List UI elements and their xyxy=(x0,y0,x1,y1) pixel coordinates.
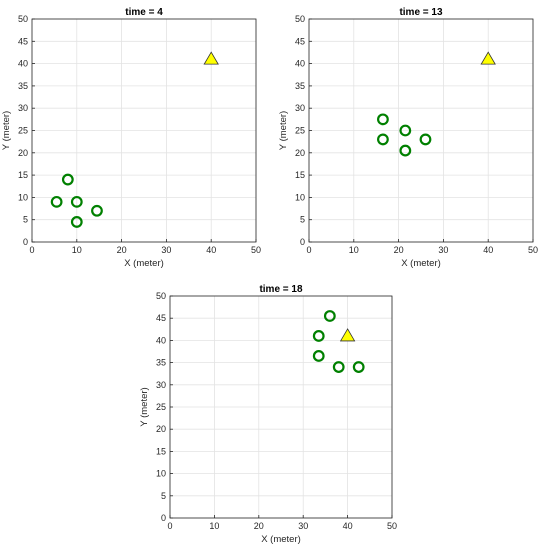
chart-2-y-tick-label-6: 30 xyxy=(156,380,166,390)
chart-2-y-tick-label-8: 40 xyxy=(156,335,166,345)
chart-0-y-tick-label-0: 0 xyxy=(23,237,28,247)
chart-2-y-tick-label-2: 10 xyxy=(156,469,166,479)
chart-1-y-tick-label-3: 15 xyxy=(295,170,305,180)
chart-0-y-tick-label-1: 5 xyxy=(23,215,28,225)
chart-0-y-tick-label-8: 40 xyxy=(18,59,28,69)
chart-1-x-tick-label-0: 0 xyxy=(306,245,311,255)
chart-0-agent-point-1 xyxy=(50,195,63,208)
chart-1-y-tick-label-7: 35 xyxy=(295,81,305,91)
chart-1-y-tick-label-8: 40 xyxy=(295,59,305,69)
chart-2-y-tick-label-7: 35 xyxy=(156,358,166,368)
chart-2-agent-point-3 xyxy=(332,361,345,373)
chart-0-y-tick-label-5: 25 xyxy=(18,126,28,136)
chart-2-y-tick-label-9: 45 xyxy=(156,313,166,323)
chart-0-x-tick-label-4: 40 xyxy=(206,245,216,255)
chart-0-x-tick-label-5: 50 xyxy=(251,245,261,255)
chart-0-y-tick-label-7: 35 xyxy=(18,81,28,91)
chart-1-y-tick-label-0: 0 xyxy=(300,237,305,247)
chart-1: 0 10 20 30 40 50 0 5 10 15 20 25 30 35 40 45 50 X (meter)… xyxy=(278,7,538,269)
chart-2-x-tick-label-2: 20 xyxy=(254,521,264,531)
chart-1-y-tick-label-6: 30 xyxy=(295,103,305,113)
chart-0-x-axis-label: X (meter) xyxy=(124,258,164,269)
chart-1-agent-point-1 xyxy=(399,124,412,137)
chart-1-target-triangle xyxy=(480,51,496,65)
chart-1-y-tick-label-5: 25 xyxy=(295,126,305,136)
chart-0-y-tick-label-3: 15 xyxy=(18,170,28,180)
chart-2-y-tick-label-5: 25 xyxy=(156,402,166,412)
chart-2-target-triangle xyxy=(339,328,356,342)
chart-1-x-tick-label-1: 10 xyxy=(349,245,359,255)
chart-0-x-tick-label-0: 0 xyxy=(29,245,34,255)
chart-1-x-tick-label-3: 30 xyxy=(438,245,448,255)
chart-1-x-tick-label-2: 20 xyxy=(394,245,404,255)
chart-2-y-tick-label-10: 50 xyxy=(156,291,166,301)
chart-1-agent-point-3 xyxy=(419,133,432,146)
chart-2-y-axis-label: Y (meter) xyxy=(139,387,150,426)
chart-0-title: time = 4 xyxy=(125,7,163,18)
chart-0-y-tick-label-9: 45 xyxy=(18,36,28,46)
chart-2-x-axis-label: X (meter) xyxy=(261,534,301,545)
chart-0: 0 10 20 30 40 50 0 5 10 15 20 25 30 35 40 45 50 X (meter)… xyxy=(1,7,261,269)
chart-2-x-tick-label-5: 50 xyxy=(387,521,397,531)
chart-1-agent-point-0 xyxy=(377,113,389,126)
chart-1-y-tick-label-2: 10 xyxy=(295,192,305,202)
chart-2-x-tick-label-3: 30 xyxy=(298,521,308,531)
chart-2-x-tick-label-4: 40 xyxy=(343,521,353,531)
chart-0-y-tick-label-4: 20 xyxy=(18,148,28,158)
chart-2-x-tick-label-1: 10 xyxy=(209,521,219,531)
chart-0-agent-point-0 xyxy=(61,173,74,186)
chart-1-x-tick-label-4: 40 xyxy=(483,245,493,255)
chart-0-y-tick-label-10: 50 xyxy=(18,14,28,24)
chart-2-title: time = 18 xyxy=(259,284,303,295)
chart-2-y-tick-label-1: 5 xyxy=(161,491,166,501)
chart-0-y-tick-label-2: 10 xyxy=(18,192,28,202)
chart-2-x-tick-label-0: 0 xyxy=(167,521,172,531)
chart-2: 0 10 20 30 40 50 0 5 10 15 20 25 30 35 40 45 50 X (meter)… xyxy=(139,284,397,545)
chart-0-x-tick-label-3: 30 xyxy=(161,245,171,255)
chart-0-agent-point-4 xyxy=(70,216,83,228)
chart-0-y-tick-label-6: 30 xyxy=(18,103,28,113)
chart-2-y-tick-label-3: 15 xyxy=(156,446,166,456)
chart-0-target-triangle xyxy=(203,51,219,65)
chart-2-y-tick-label-0: 0 xyxy=(161,513,166,523)
chart-0-x-tick-label-2: 20 xyxy=(117,245,127,255)
chart-1-x-tick-label-5: 50 xyxy=(528,245,538,255)
chart-2-agent-point-2 xyxy=(312,350,325,362)
chart-1-y-tick-label-9: 45 xyxy=(295,36,305,46)
chart-1-agent-point-2 xyxy=(377,133,389,146)
chart-1-y-tick-label-10: 50 xyxy=(295,14,305,24)
chart-1-title: time = 13 xyxy=(399,7,443,18)
chart-2-agent-point-0 xyxy=(323,310,336,322)
chart-0-y-axis-label: Y (meter) xyxy=(1,111,12,150)
chart-2-agent-point-4 xyxy=(352,361,365,373)
chart-1-y-tick-label-1: 5 xyxy=(300,215,305,225)
chart-0-x-tick-label-1: 10 xyxy=(72,245,82,255)
chart-2-y-tick-label-4: 20 xyxy=(156,424,166,434)
chart-0-agent-point-3 xyxy=(91,204,103,217)
chart-1-y-tick-label-4: 20 xyxy=(295,148,305,158)
chart-2-agent-point-1 xyxy=(312,330,325,342)
chart-0-agent-point-2 xyxy=(70,195,83,208)
chart-1-x-axis-label: X (meter) xyxy=(401,258,441,269)
chart-1-y-axis-label: Y (meter) xyxy=(278,111,289,150)
chart-1-agent-point-4 xyxy=(399,144,412,157)
